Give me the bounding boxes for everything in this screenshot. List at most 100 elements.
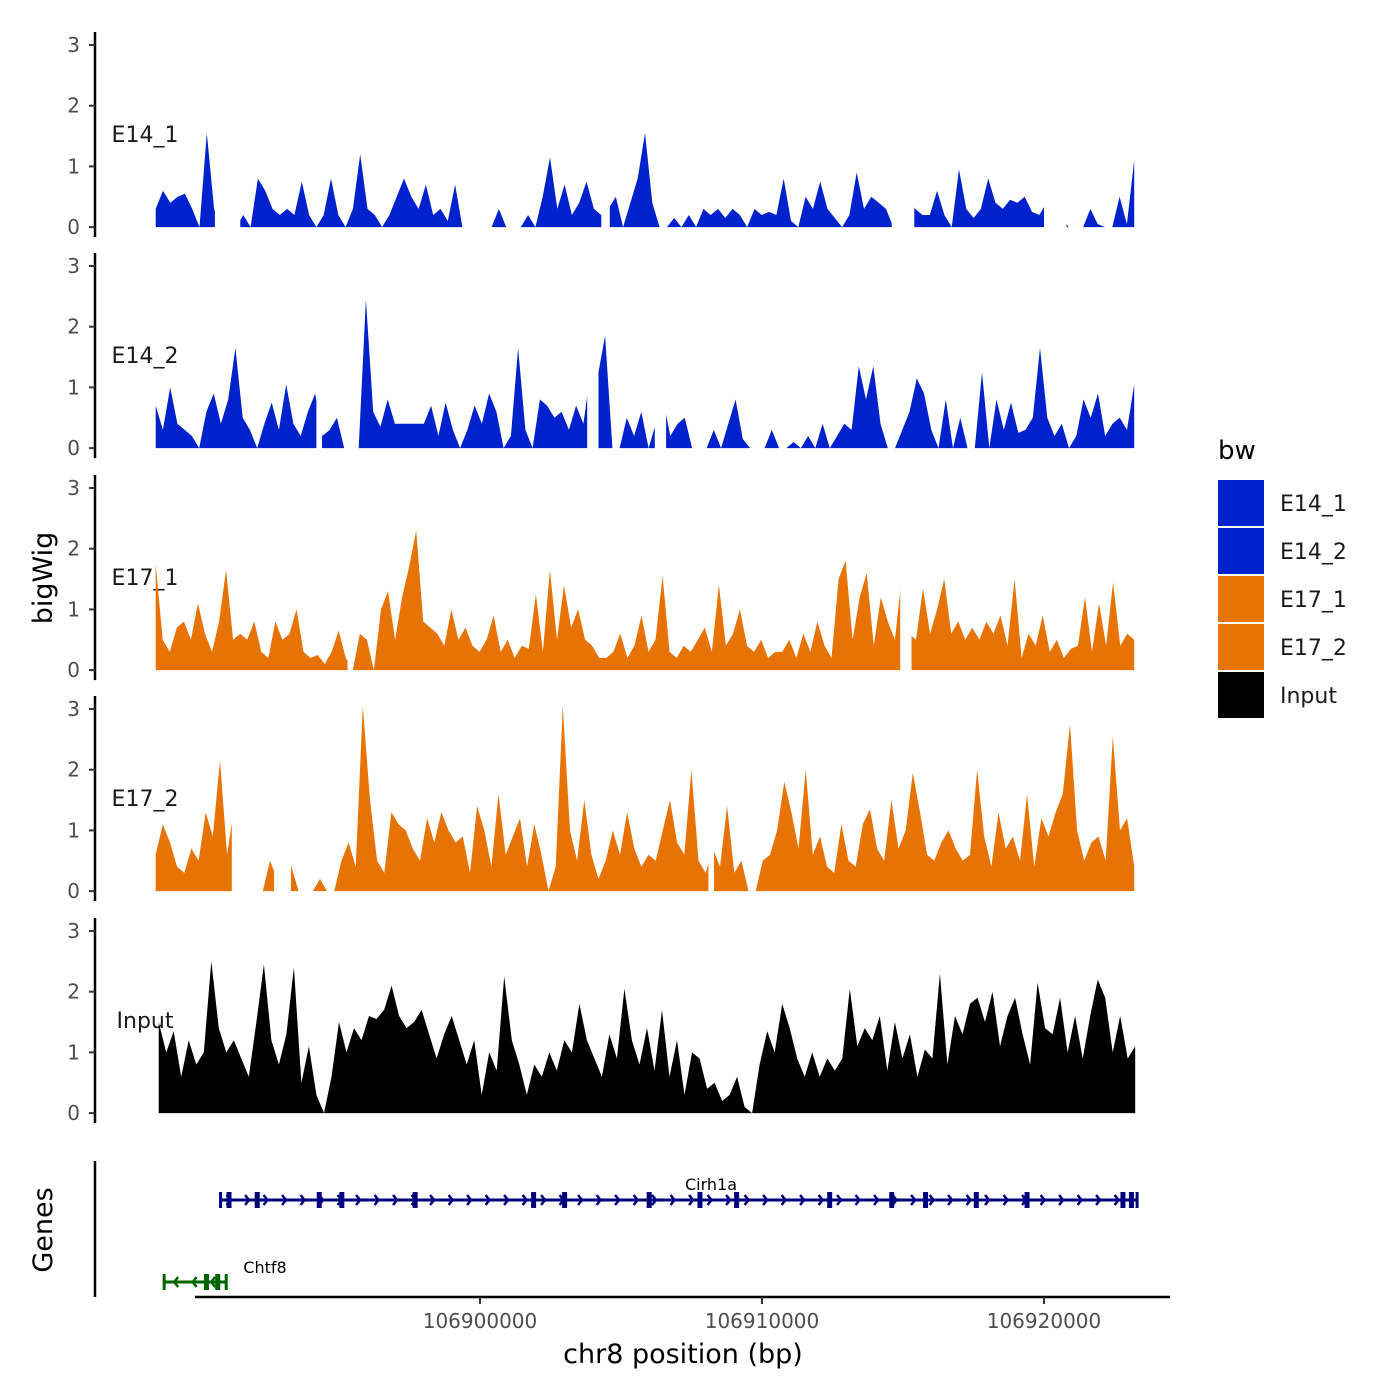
strand-arrow xyxy=(780,1194,788,1206)
y-tick-label: 0 xyxy=(67,436,80,460)
legend-keys: E14_1 E14_2 E17_1 E17_2 Input xyxy=(1218,480,1347,718)
x-axis-title: chr8 position (bp) xyxy=(563,1339,803,1370)
x-tick-label: 106920000 xyxy=(987,1309,1102,1333)
strand-arrow xyxy=(577,1194,584,1206)
legend-label: Input xyxy=(1280,684,1337,709)
strand-arrow xyxy=(688,1194,695,1206)
y-tick-label: 2 xyxy=(67,315,80,339)
strand-arrow xyxy=(429,1194,436,1206)
y-tick-label: 3 xyxy=(67,476,80,500)
signal-gap xyxy=(601,40,610,229)
legend-key-e17-2 xyxy=(1218,624,1264,670)
y-tick-label: 2 xyxy=(67,758,80,782)
strand-arrow xyxy=(984,1194,991,1206)
track-label: E14_2 xyxy=(112,344,179,369)
exon xyxy=(316,1192,322,1208)
signal-gap xyxy=(891,40,915,229)
exon xyxy=(973,1192,979,1208)
strand-arrow xyxy=(209,1276,217,1288)
signal-area-e14-2 xyxy=(155,299,1135,449)
exon xyxy=(226,1192,232,1208)
gene-cirh1a: Cirh1a xyxy=(219,1175,1139,1208)
track-label: E17_1 xyxy=(112,566,179,591)
signal-gap xyxy=(274,704,291,893)
genes-axis-title: Genes xyxy=(28,1187,59,1272)
strand-arrow xyxy=(466,1194,473,1206)
gene-models: Cirh1a Chtf8 xyxy=(162,1175,1139,1290)
exon xyxy=(1024,1192,1030,1208)
signal-gap xyxy=(347,483,354,672)
strand-arrow xyxy=(669,1194,677,1206)
strand-arrow xyxy=(244,1194,251,1206)
track-label: Input xyxy=(117,1009,174,1034)
strand-arrow xyxy=(873,1194,880,1206)
signal-area-input xyxy=(158,961,1136,1114)
strand-arrow xyxy=(799,1194,806,1206)
exon xyxy=(339,1192,345,1208)
y-tick-label: 2 xyxy=(67,94,80,118)
bigwig-tracks: 0 1 2 3 E14_1 0 1 2 3 E14_2 0 1 2 3 E17_1 0 1 2 3 E17_2 0 1 2 3… xyxy=(67,32,1136,1125)
strand-arrow xyxy=(262,1194,270,1206)
strand-arrow xyxy=(836,1194,843,1206)
strand-arrow xyxy=(540,1194,547,1206)
legend-label: E17_2 xyxy=(1280,636,1347,661)
x-axis: 106900000 106910000 106920000 xyxy=(195,1295,1170,1333)
y-tick-label: 3 xyxy=(67,919,80,943)
y-tick-label: 1 xyxy=(67,1040,80,1064)
y-tick-label: 1 xyxy=(67,597,80,621)
exon xyxy=(562,1192,568,1208)
y-tick-label: 3 xyxy=(67,697,80,721)
strand-arrow xyxy=(281,1194,288,1206)
exon xyxy=(827,1192,833,1208)
track-label: E17_2 xyxy=(112,787,179,812)
exon xyxy=(412,1192,418,1208)
exon xyxy=(215,1274,221,1290)
strand-arrow xyxy=(725,1194,732,1206)
strand-arrow xyxy=(1039,1194,1047,1206)
signal-gap xyxy=(587,261,599,450)
exon xyxy=(1120,1192,1126,1208)
y-tick-label: 2 xyxy=(67,537,80,561)
strand-arrow xyxy=(743,1194,751,1206)
exon xyxy=(889,1192,895,1208)
strand-arrow xyxy=(373,1194,381,1206)
y-tick-label: 2 xyxy=(67,980,80,1004)
strand-arrow xyxy=(595,1194,603,1206)
legend-key-e17-1 xyxy=(1218,576,1264,622)
y-tick-label: 1 xyxy=(67,818,80,842)
strand-arrow xyxy=(632,1194,640,1206)
strand-arrow xyxy=(392,1194,399,1206)
track-e14-1: 0 1 2 3 E14_1 xyxy=(67,32,1135,239)
legend-label: E14_2 xyxy=(1280,540,1347,565)
strand-arrow xyxy=(854,1194,862,1206)
legend-title: bw xyxy=(1218,436,1256,466)
legend-label: E14_1 xyxy=(1280,492,1347,517)
exon xyxy=(734,1192,740,1208)
legend: bw E14_1 E14_2 E17_1 E17_2 Input xyxy=(1218,436,1347,718)
strand-arrow xyxy=(910,1194,917,1206)
strand-arrow xyxy=(521,1194,529,1206)
y-tick-label: 3 xyxy=(67,33,80,57)
exon xyxy=(254,1192,260,1208)
strand-arrow xyxy=(1002,1194,1010,1206)
strand-arrow xyxy=(191,1276,198,1288)
legend-label: E17_1 xyxy=(1280,588,1347,613)
signal-area-e17-1 xyxy=(155,530,1135,671)
legend-key-e14-2 xyxy=(1218,528,1264,574)
y-tick-label: 0 xyxy=(67,658,80,682)
signal-area-e14-1 xyxy=(155,133,1135,228)
strand-arrow xyxy=(355,1194,362,1206)
strand-arrow xyxy=(1113,1194,1121,1206)
signal-gap xyxy=(214,40,241,229)
legend-key-input xyxy=(1218,672,1264,718)
y-tick-label: 0 xyxy=(67,1101,80,1125)
strand-arrow xyxy=(1058,1194,1065,1206)
y-tick-label: 0 xyxy=(67,215,80,239)
exon xyxy=(1128,1192,1134,1208)
y-tick-label: 3 xyxy=(67,254,80,278)
gene-label: Chtf8 xyxy=(243,1258,286,1277)
gene-track: Cirh1a Chtf8 xyxy=(93,1161,1139,1297)
x-axis-ticks: 106900000 106910000 106920000 xyxy=(423,1297,1102,1333)
signal-gap xyxy=(708,704,714,893)
y-axis-title: bigWig xyxy=(28,532,59,625)
